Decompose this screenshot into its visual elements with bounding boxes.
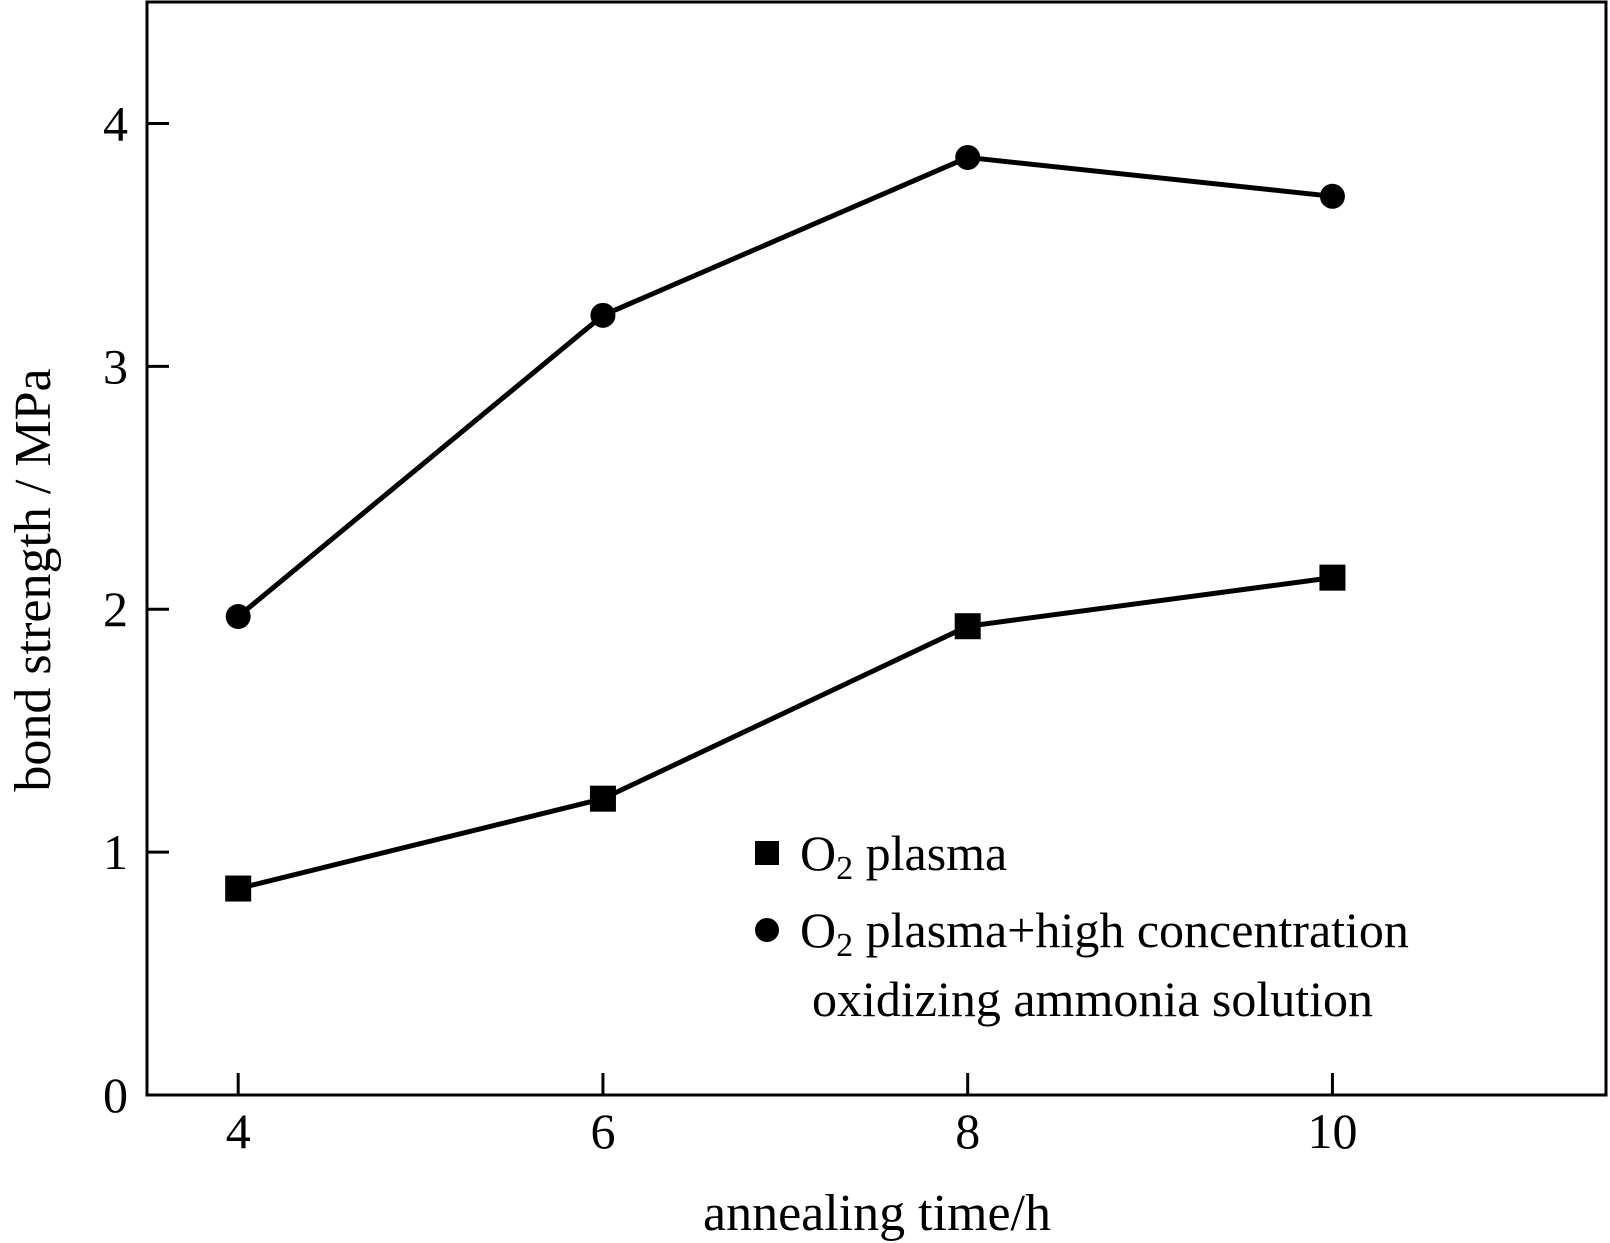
plot-frame bbox=[145, 0, 1608, 1097]
data-point-square bbox=[954, 613, 981, 640]
x-tick-label: 4 bbox=[226, 1103, 251, 1159]
y-axis-ticks: 0 1 2 3 4 bbox=[103, 95, 169, 1123]
y-tick-label: 1 bbox=[103, 824, 128, 880]
legend-square-marker bbox=[755, 841, 779, 865]
data-point-circle bbox=[1319, 183, 1345, 209]
legend-label-o2-plasma: O2 plasma bbox=[800, 825, 1007, 887]
y-tick-label: 2 bbox=[103, 581, 128, 637]
data-point-square bbox=[1319, 564, 1346, 591]
x-tick-label: 8 bbox=[955, 1103, 980, 1159]
x-axis-title: annealing time/h bbox=[703, 1185, 1051, 1242]
legend: O2 plasma O2 plasma+high concentration o… bbox=[755, 825, 1409, 1027]
data-point-circle bbox=[225, 604, 251, 630]
legend-circle-marker bbox=[755, 918, 779, 942]
x-axis-ticks: 4 6 8 10 bbox=[226, 1073, 1357, 1159]
series-line-o2_plasma bbox=[237, 575, 1333, 891]
series-line-o2_plasma_ammonia bbox=[236, 154, 1333, 619]
data-point-square bbox=[589, 785, 616, 812]
data-point-square bbox=[225, 875, 252, 902]
series-layer bbox=[225, 144, 1346, 902]
y-tick-label: 3 bbox=[103, 338, 128, 394]
y-tick-label: 0 bbox=[103, 1067, 128, 1123]
data-point-circle bbox=[590, 302, 616, 328]
legend-label-o2-plasma-ammonia: O2 plasma+high concentration bbox=[800, 902, 1409, 964]
legend-label-o2-plasma-ammonia-line2: oxidizing ammonia solution bbox=[812, 971, 1373, 1027]
y-axis-title: bond strength / MPa bbox=[5, 368, 62, 791]
x-tick-label: 6 bbox=[590, 1103, 615, 1159]
series-o2_plasma bbox=[225, 564, 1346, 902]
series-o2_plasma_ammonia bbox=[225, 144, 1345, 630]
data-point-circle bbox=[955, 144, 981, 170]
y-tick-label: 4 bbox=[103, 95, 128, 151]
x-tick-label: 10 bbox=[1307, 1103, 1357, 1159]
